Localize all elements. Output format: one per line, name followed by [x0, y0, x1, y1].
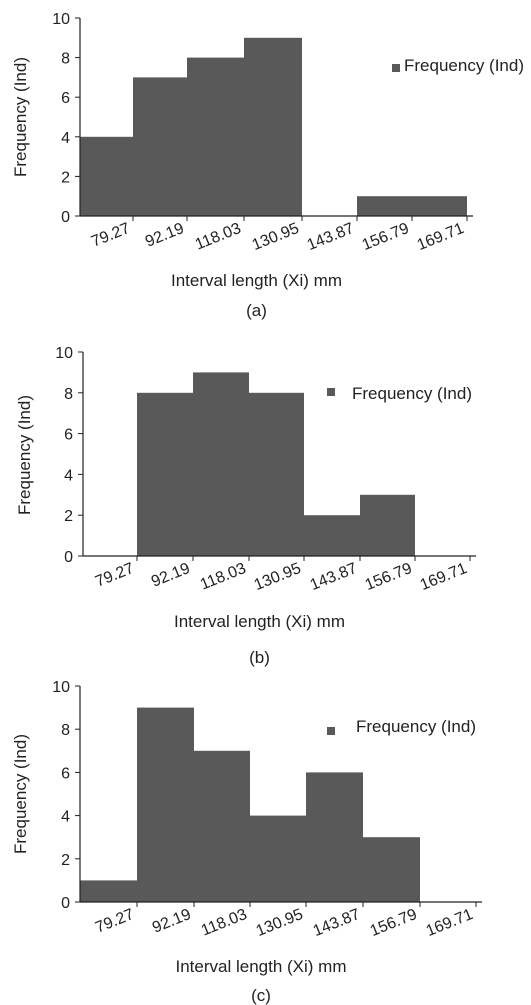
- bar-2: [194, 750, 250, 902]
- x-tick-label: 118.03: [198, 560, 249, 594]
- bar-4: [306, 772, 363, 902]
- chart-panel-c: 0 2 4 6 8 10 79.27 92.19 118.03 130.95 143.87 156.7…: [11, 679, 482, 1005]
- y-tick-label: 0: [64, 549, 73, 566]
- x-tick-label: 79.27: [93, 906, 137, 937]
- bar-5: [357, 196, 412, 216]
- x-tick-label: 143.87: [308, 560, 360, 594]
- x-tick-label: 156.79: [363, 560, 415, 594]
- x-axis-title: Interval length (Xi) mm: [171, 271, 342, 290]
- y-tick-label: 10: [52, 679, 70, 696]
- bar-1: [137, 392, 193, 556]
- x-tick-label: 169.71: [418, 560, 470, 594]
- y-tick-label: 4: [61, 809, 70, 826]
- x-tick-label: 143.87: [305, 220, 357, 254]
- bar-3: [244, 37, 302, 216]
- x-tick-label: 118.03: [199, 906, 250, 940]
- y-tick-label: 2: [61, 169, 70, 186]
- panel-label: (a): [246, 301, 267, 320]
- x-tick-label: 92.19: [143, 220, 187, 251]
- y-tick-label: 8: [64, 386, 73, 403]
- bar-0: [80, 880, 137, 902]
- y-axis-title: Frequency (Ind): [11, 734, 30, 854]
- bar-5: [360, 494, 415, 556]
- x-tick-label: 79.27: [93, 560, 137, 591]
- x-tick-label: 79.27: [89, 220, 133, 251]
- bar-5: [363, 837, 420, 902]
- x-tick-label: 130.95: [252, 560, 304, 594]
- x-tick-label: 156.79: [360, 220, 412, 254]
- y-tick-label: 8: [61, 51, 70, 68]
- x-tick-label: 130.95: [250, 220, 302, 254]
- x-tick-label: 130.95: [254, 906, 306, 940]
- legend-label: Frequency (Ind): [356, 717, 476, 736]
- y-tick-label: 4: [61, 130, 70, 147]
- bar-1: [133, 77, 187, 217]
- y-axis-title: Frequency (Ind): [15, 395, 34, 515]
- y-tick-label: 6: [61, 765, 70, 782]
- chart-panel-a: 0 2 4 6 8 10 79.27 92.19 118.03 130.95 143.87 156.7…: [11, 11, 524, 320]
- x-tick-label: 169.71: [424, 906, 476, 940]
- x-tick-label: 143.87: [311, 906, 363, 940]
- y-tick-label: 2: [64, 508, 73, 525]
- x-axis-title: Interval length (Xi) mm: [176, 957, 347, 976]
- bar-1: [137, 707, 194, 902]
- y-tick-label: 4: [64, 467, 73, 484]
- y-tick-label: 10: [55, 345, 73, 362]
- y-tick-label: 8: [61, 722, 70, 739]
- bar-3: [249, 392, 304, 556]
- legend-swatch: [392, 64, 400, 72]
- y-tick-label: 0: [61, 209, 70, 226]
- legend-swatch: [327, 388, 335, 396]
- y-tick-label: 6: [64, 427, 73, 444]
- x-tick-label: 118.03: [193, 220, 244, 254]
- x-tick-label: 169.71: [415, 220, 467, 254]
- y-axis-title: Frequency (Ind): [11, 57, 30, 177]
- y-tick-label: 2: [61, 852, 70, 869]
- legend-label: Frequency (Ind): [404, 56, 524, 75]
- legend-swatch: [327, 727, 335, 735]
- legend-label: Frequency (Ind): [352, 384, 472, 403]
- y-tick-label: 10: [52, 11, 70, 28]
- bar-3: [250, 815, 306, 902]
- bar-2: [193, 372, 249, 556]
- bar-4: [304, 515, 360, 556]
- x-axis-title: Interval length (Xi) mm: [174, 612, 345, 631]
- panel-label: (b): [249, 648, 270, 667]
- chart-panel-b: 0 2 4 6 8 10 79.27 92.19 118.03 130.95 143.87 156.7…: [15, 345, 476, 667]
- panel-label: (c): [251, 986, 271, 1005]
- x-tick-label: 92.19: [149, 560, 193, 591]
- x-tick-label: 92.19: [150, 906, 194, 937]
- y-tick-label: 6: [61, 90, 70, 107]
- bar-2: [187, 57, 244, 216]
- y-tick-label: 0: [61, 895, 70, 912]
- bar-0: [80, 136, 133, 216]
- bar-6: [412, 196, 467, 216]
- x-tick-label: 156.79: [368, 906, 420, 940]
